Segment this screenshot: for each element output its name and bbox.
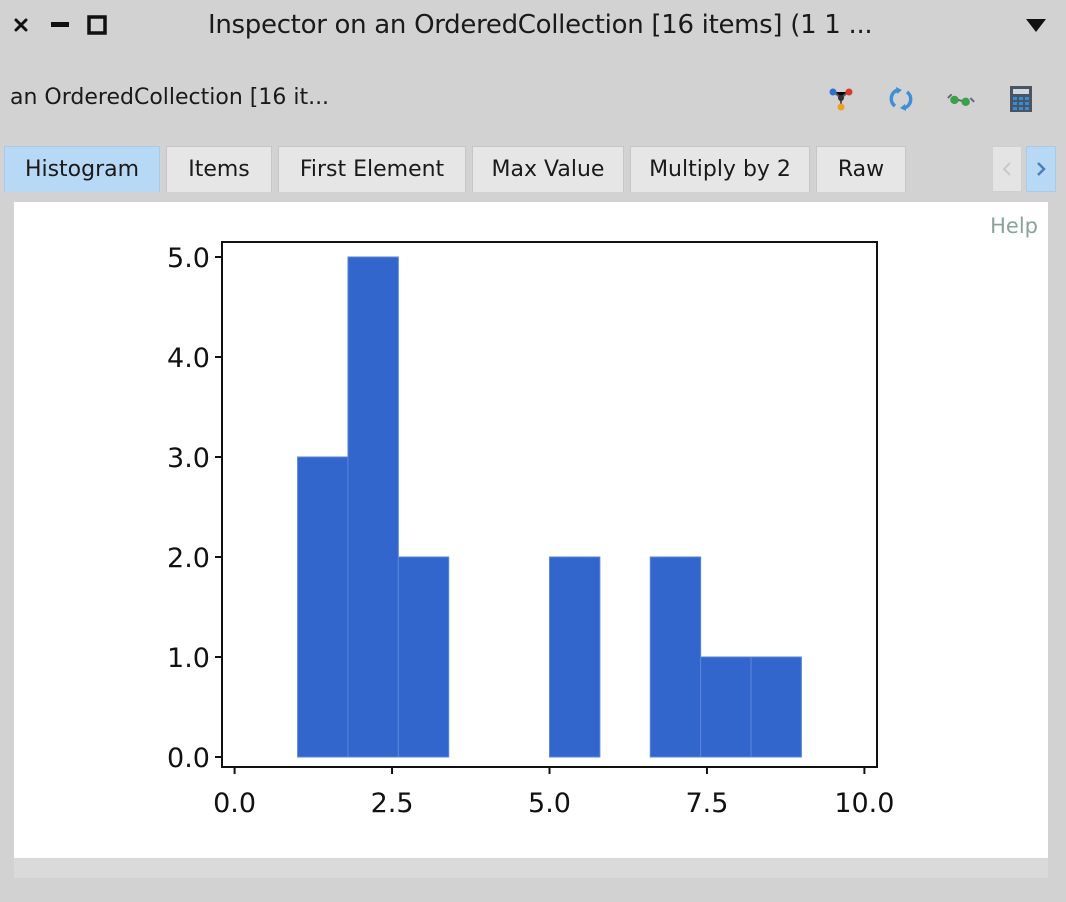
graph-explore-icon[interactable] xyxy=(826,84,856,114)
maximize-icon[interactable] xyxy=(86,14,108,36)
chevron-left-icon[interactable] xyxy=(992,146,1022,192)
histogram-chart: 0.0 2.5 5.0 7.5 10.0 0.0 1.0 2.0 3.0 4.0 5.0 xyxy=(167,241,894,819)
tab-histogram[interactable]: Histogram xyxy=(4,146,160,192)
histogram-bar-0 xyxy=(297,456,349,758)
help-link[interactable]: Help xyxy=(990,214,1038,238)
window-titlebar: Inspector on an OrderedCollection [16 it… xyxy=(0,0,1066,54)
close-icon[interactable] xyxy=(10,14,32,36)
histogram-bar-7 xyxy=(649,556,702,758)
x-tick-label: 2.5 xyxy=(371,788,414,819)
tab-raw[interactable]: Raw xyxy=(816,146,906,192)
x-tick-label: 10.0 xyxy=(834,788,894,819)
y-tick-label: 5.0 xyxy=(167,243,210,274)
y-tick-label: 0.0 xyxy=(167,743,210,774)
calculator-icon[interactable] xyxy=(1006,84,1036,114)
minimize-icon[interactable] xyxy=(49,14,71,36)
y-tick-label: 4.0 xyxy=(167,343,210,374)
x-tick-label: 5.0 xyxy=(528,788,571,819)
histogram-bar-2 xyxy=(397,556,450,758)
dropdown-triangle-icon[interactable] xyxy=(1024,16,1048,36)
histogram-bar-1 xyxy=(347,256,399,758)
chevron-right-icon[interactable] xyxy=(1026,146,1056,192)
refresh-icon[interactable] xyxy=(886,84,916,114)
presentation-tabs: Histogram Items First Element Max Value … xyxy=(0,146,1066,192)
window-title: Inspector on an OrderedCollection [16 it… xyxy=(208,10,873,40)
x-tick-label: 7.5 xyxy=(685,788,728,819)
histogram-bar-8 xyxy=(700,656,752,758)
tab-first-element[interactable]: First Element xyxy=(278,146,466,192)
inspected-object-label: an OrderedCollection [16 it... xyxy=(10,85,330,110)
tab-max-value[interactable]: Max Value xyxy=(472,146,624,192)
histogram-bar-5 xyxy=(549,556,601,758)
histogram-bar-9 xyxy=(750,656,802,758)
y-tick-label: 3.0 xyxy=(167,443,210,474)
inspector-toolbar: an OrderedCollection [16 it... xyxy=(0,72,1066,126)
status-strip xyxy=(14,858,1048,878)
y-tick-label: 1.0 xyxy=(167,643,210,674)
tab-multiply-by-2[interactable]: Multiply by 2 xyxy=(630,146,810,192)
glasses-inspect-icon[interactable] xyxy=(946,84,976,114)
histogram-panel: Help 0.0 2.5 5.0 7.5 10.0 0.0 1.0 2.0 3.0 4.0 5.0 xyxy=(14,202,1048,858)
y-tick-label: 2.0 xyxy=(167,543,210,574)
x-tick-label: 0.0 xyxy=(213,788,256,819)
tab-items[interactable]: Items xyxy=(166,146,272,192)
